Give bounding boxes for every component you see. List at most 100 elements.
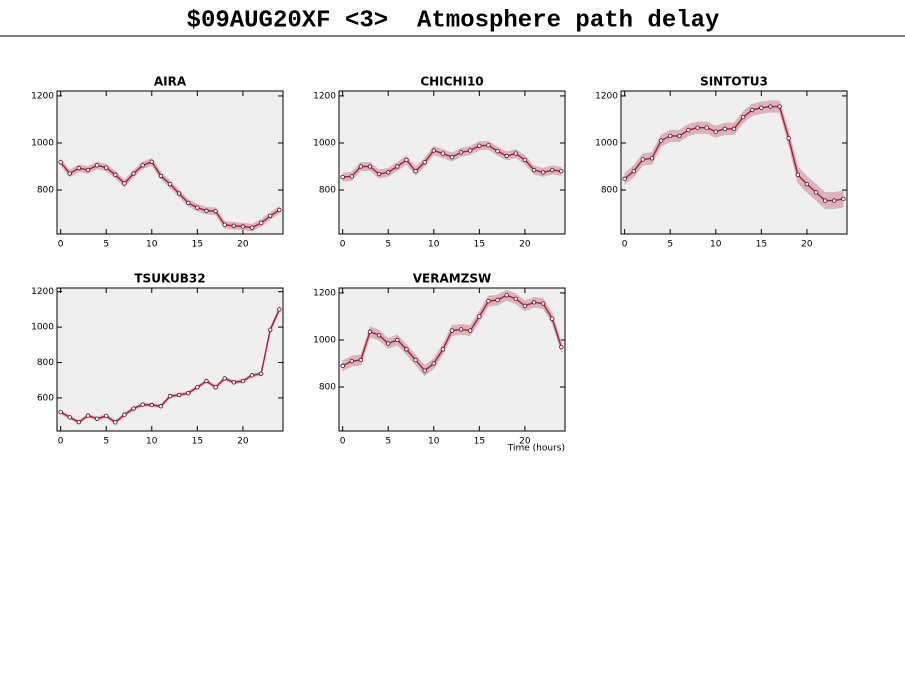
data-point — [149, 159, 154, 164]
data-point — [85, 413, 91, 418]
data-point — [231, 380, 236, 385]
data-point — [495, 297, 500, 303]
data-point — [486, 298, 491, 304]
x-tick-label: 20 — [237, 240, 249, 250]
data-point — [622, 176, 627, 181]
data-point — [786, 136, 791, 141]
x-tick-label: 10 — [428, 437, 440, 447]
panel-title: CHICHI10 — [420, 75, 483, 89]
x-tick-label: 15 — [756, 240, 767, 250]
data-point — [486, 143, 491, 148]
x-tick-label: 10 — [146, 437, 158, 447]
data-point — [340, 363, 345, 369]
data-point — [504, 293, 509, 298]
data-point — [386, 170, 391, 175]
data-point — [559, 344, 564, 350]
data-point — [495, 149, 500, 154]
data-point — [140, 402, 145, 407]
data-point — [367, 329, 373, 334]
data-point — [222, 222, 227, 228]
data-point — [213, 385, 218, 390]
y-tick-label: 1000 — [313, 335, 336, 345]
data-point — [513, 151, 518, 156]
y-tick-label: 1200 — [313, 288, 336, 298]
data-point — [422, 160, 427, 165]
x-tick-label: 0 — [340, 240, 346, 250]
data-point — [468, 148, 473, 153]
data-point — [449, 328, 455, 333]
data-point — [768, 104, 773, 109]
data-point — [58, 409, 63, 415]
data-point — [795, 172, 800, 177]
data-point — [231, 223, 236, 228]
data-point — [822, 198, 828, 203]
data-point — [504, 153, 509, 159]
data-point — [431, 361, 436, 366]
data-point — [522, 303, 528, 309]
y-tick-label: 1000 — [31, 323, 54, 333]
data-point — [140, 163, 145, 168]
x-tick-label: 5 — [385, 437, 391, 447]
data-point — [131, 171, 136, 176]
data-point — [149, 402, 154, 408]
data-point — [704, 125, 709, 130]
data-point — [413, 357, 418, 363]
data-point — [777, 104, 782, 109]
page-title: $09AUG20XF <3> Atmosphere path delay — [187, 7, 720, 34]
data-point — [531, 300, 537, 305]
data-point — [85, 167, 91, 173]
data-point — [668, 133, 673, 139]
x-tick-label: 0 — [58, 437, 64, 447]
x-tick-label: 5 — [667, 240, 673, 250]
data-point — [113, 172, 118, 177]
data-point — [340, 174, 345, 180]
x-tick-label: 20 — [801, 240, 813, 250]
x-tick-label: 10 — [710, 240, 722, 250]
data-point — [404, 347, 409, 352]
data-point — [94, 416, 100, 421]
data-point — [258, 220, 264, 226]
y-tick-label: 800 — [37, 358, 54, 368]
data-point — [477, 143, 482, 149]
data-point — [713, 129, 718, 134]
data-point — [458, 327, 464, 332]
data-point — [540, 301, 546, 306]
data-point — [104, 165, 109, 170]
data-point — [813, 190, 819, 195]
y-tick-label: 1200 — [31, 287, 54, 297]
data-point — [167, 393, 173, 399]
data-point — [422, 368, 427, 373]
data-point — [658, 138, 664, 143]
plot-area — [56, 90, 284, 235]
data-point — [122, 181, 127, 186]
data-point — [750, 107, 755, 113]
data-point — [722, 126, 728, 132]
data-point — [67, 171, 72, 176]
x-tick-label: 15 — [192, 437, 203, 447]
data-point — [686, 127, 691, 133]
data-point — [258, 371, 264, 376]
x-tick-label: 15 — [474, 437, 485, 447]
data-point — [740, 114, 746, 120]
data-point — [376, 171, 382, 177]
data-point — [832, 198, 837, 203]
data-point — [213, 208, 218, 214]
data-point — [695, 125, 700, 130]
x-tick-label: 0 — [58, 240, 64, 250]
x-tick-label: 10 — [428, 240, 440, 250]
data-point — [186, 390, 191, 396]
panel-title: VERAMZSW — [413, 272, 492, 286]
data-point — [358, 357, 364, 363]
x-tick-label: 20 — [237, 437, 249, 447]
data-point — [413, 169, 418, 174]
data-point — [268, 213, 273, 219]
data-point — [367, 164, 373, 169]
data-point — [249, 225, 255, 230]
y-tick-label: 800 — [601, 186, 618, 196]
y-tick-label: 1000 — [313, 138, 336, 148]
data-point — [395, 337, 400, 343]
data-point — [249, 373, 255, 378]
data-point — [195, 385, 200, 390]
panel-title: AIRA — [154, 75, 187, 89]
